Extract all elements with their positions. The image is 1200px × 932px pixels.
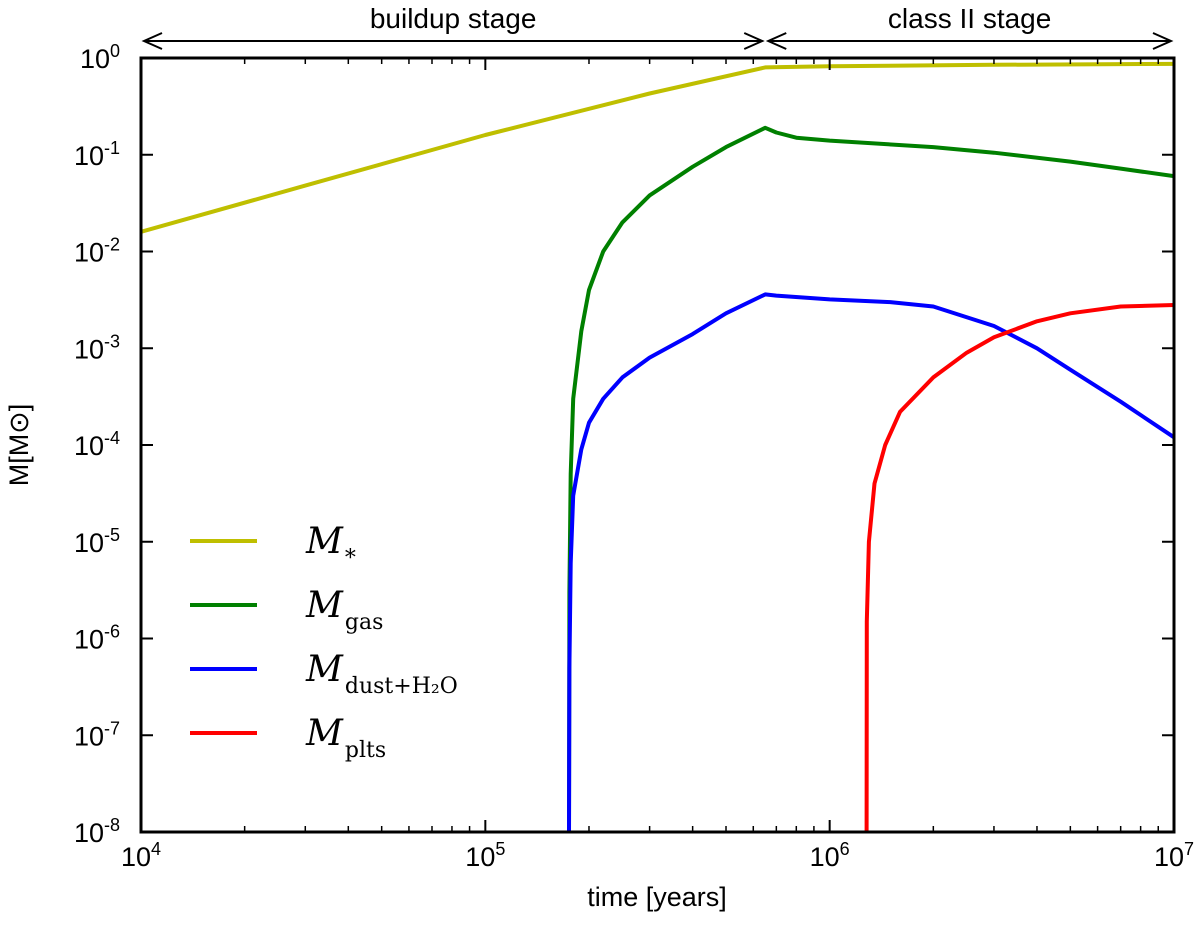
y-axis-label: M[M⊙] <box>4 404 34 487</box>
series-line-0 <box>141 61 1174 234</box>
series-line-2 <box>567 292 1174 832</box>
legend-label-1: Mgas <box>305 585 383 635</box>
y-tick-label-0: 100 <box>80 41 120 74</box>
stage-arrow-1 <box>765 32 1174 50</box>
x-tick-label-0: 104 <box>121 839 161 872</box>
plot-frame <box>139 56 1176 834</box>
series-layer <box>141 61 1174 832</box>
x-tick-label-2: 106 <box>810 839 850 872</box>
x-axis-label: time [years] <box>587 882 727 912</box>
series-line-3 <box>864 303 1174 832</box>
stage-label-1: class II stage <box>888 3 1051 34</box>
stage-label-0: buildup stage <box>370 3 537 34</box>
y-tick-label-2: 10-2 <box>74 235 120 268</box>
plot-area <box>141 58 1174 832</box>
y-tick-label-5: 10-5 <box>74 525 120 558</box>
stage-annotations: buildup stage class II stage <box>141 3 1174 50</box>
legend-label-0: M* <box>305 521 356 571</box>
x-tick-label-1: 105 <box>465 839 505 872</box>
y-tick-label-1: 10-1 <box>74 138 120 171</box>
y-tick-label-4: 10-4 <box>74 428 120 461</box>
y-tick-label-8: 10-8 <box>74 815 120 848</box>
y-tick-label-7: 10-7 <box>74 718 120 751</box>
y-tick-label-3: 10-3 <box>74 331 120 364</box>
y-tick-label-6: 10-6 <box>74 622 120 655</box>
x-tick-label-3: 107 <box>1154 839 1194 872</box>
stage-arrow-0 <box>141 32 765 50</box>
legend: M* Mgas Mdust+H₂O Mplts <box>190 521 458 763</box>
legend-label-2: Mdust+H₂O <box>305 649 458 699</box>
legend-label-3: Mplts <box>305 713 386 763</box>
series-line-1 <box>567 125 1174 832</box>
